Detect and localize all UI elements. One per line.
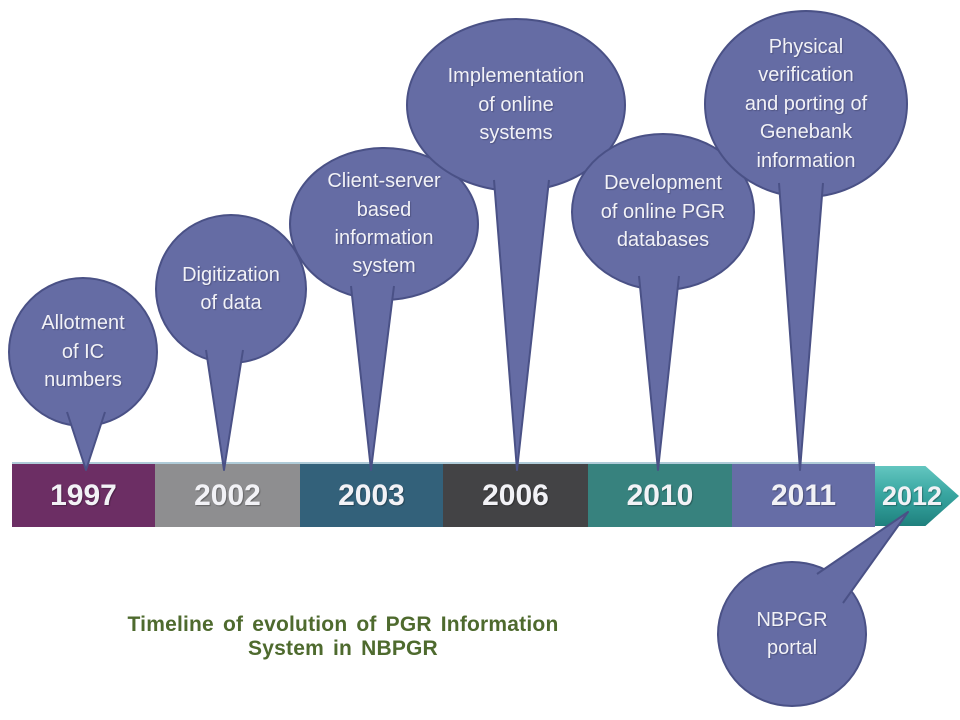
timeline-segment-2002: 2002 [155,464,300,527]
year-label: 2006 [482,478,549,512]
balloon-label: NBPGR portal [756,608,828,659]
year-label: 2010 [626,478,694,512]
balloon-label: Physical verification and porting of Gen… [744,36,868,172]
year-label: 2011 [770,478,837,512]
balloon-label: Development of online PGR databases [600,172,726,252]
balloon-label: Digitization of data [182,263,280,314]
year-label: 2003 [338,478,405,512]
timeline-segment-2003: 2003 [300,464,443,527]
tail-2010 [638,275,680,471]
balloon-digitization-of-data: Digitization of data [155,214,307,364]
balloon-label: Allotment of IC numbers [41,312,125,392]
tail-2003 [350,285,395,471]
year-label: 1997 [50,478,117,512]
year-label: 2012 [882,480,943,511]
timeline-bar: 1997 2002 2003 2006 2010 2011 [12,462,875,527]
timeline-arrow-2012: 2012 [875,466,959,526]
slide-caption: Timeline of evolution of PGR Information… [127,613,559,660]
balloon-allotment-ic-numbers: Allotment of IC numbers [8,277,158,427]
year-label: 2002 [194,478,261,512]
tail-2002 [205,349,244,471]
timeline-segment-2006: 2006 [443,464,588,527]
timeline-segment-2010: 2010 [588,464,732,527]
balloon-label: Implementation of online systems [447,65,585,145]
tail-2011 [778,182,824,471]
balloon-nbpgr-portal: NBPGR portal [717,561,867,707]
balloon-label: Client-server based information system [327,170,441,278]
timeline-segment-2011: 2011 [732,464,875,527]
timeline-segment-1997: 1997 [12,464,155,527]
tail-2006 [493,179,550,471]
balloon-physical-verification-genebank: Physical verification and porting of Gen… [704,10,908,198]
